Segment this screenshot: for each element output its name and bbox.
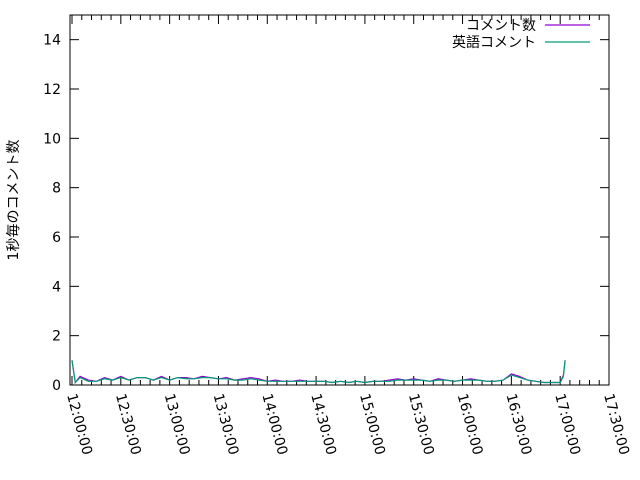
legend-label: 英語コメント (452, 34, 536, 51)
y-tick-label: 0 (52, 378, 61, 394)
x-tick-label: 14:00:00 (258, 392, 290, 457)
x-tick-label: 16:00:00 (454, 392, 486, 457)
x-tick-label: 16:30:00 (502, 392, 534, 457)
y-tick-label: 6 (52, 230, 61, 246)
y-tick-label: 14 (43, 33, 61, 49)
x-ticks: 12:00:00 12:30:00 13:00:00 13:30:00 14:00:00… (63, 15, 632, 457)
y-tick-label: 12 (43, 82, 61, 98)
legend-label: コメント数 (466, 18, 536, 34)
series-line-0 (71, 360, 566, 384)
series-lines (71, 360, 566, 384)
series-line-1 (71, 360, 566, 384)
x-tick-label: 12:00:00 (63, 392, 95, 457)
x-tick-label: 15:30:00 (405, 392, 437, 457)
x-tick-label: 14:30:00 (307, 392, 339, 457)
y-tick-label: 2 (52, 329, 61, 345)
y-tick-label: 10 (43, 131, 61, 147)
x-tick-label: 13:00:00 (161, 392, 193, 457)
y-tick-label: 8 (52, 181, 61, 197)
x-tick-label: 15:00:00 (356, 392, 388, 457)
y-tick-label: 4 (52, 279, 61, 295)
plot-frame (69, 14, 610, 386)
y-axis-label: 1秒毎のコメント数 (6, 140, 22, 261)
x-tick-label: 17:30:00 (600, 392, 632, 457)
x-tick-label: 17:00:00 (551, 392, 583, 457)
y-ticks: 0 2 4 6 8 10 12 14 (43, 33, 609, 394)
x-tick-label: 13:30:00 (210, 392, 242, 457)
x-tick-label: 12:30:00 (112, 392, 144, 457)
